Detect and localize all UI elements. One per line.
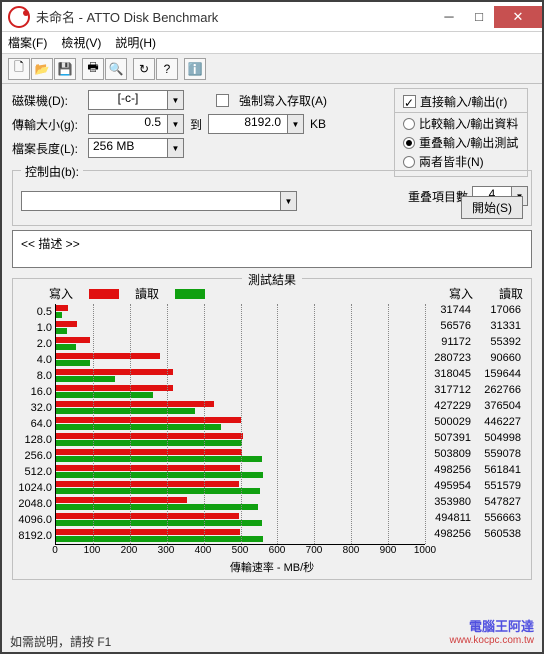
read-col-header: 讀取 bbox=[477, 285, 527, 302]
file-length-label: 檔案長度(L): bbox=[12, 140, 82, 157]
direct-io-checkbox[interactable]: ✓ bbox=[403, 95, 416, 108]
open-icon[interactable]: 📂 bbox=[31, 58, 53, 80]
read-swatch bbox=[175, 289, 205, 299]
y-axis-labels: 0.51.02.04.08.016.032.064.0128.0256.0512… bbox=[17, 304, 55, 545]
titlebar: 未命名 - ATTO Disk Benchmark ─ □ ✕ bbox=[2, 2, 542, 32]
compare-radio[interactable] bbox=[403, 118, 415, 130]
close-button[interactable]: ✕ bbox=[494, 6, 542, 28]
save-icon[interactable]: 💾 bbox=[54, 58, 76, 80]
watermark: 電腦王阿達 www.kocpc.com.tw bbox=[450, 616, 534, 646]
new-icon[interactable]: 🗋 bbox=[8, 58, 30, 80]
x-axis-labels: 01002003004005006007008009001000 bbox=[55, 545, 425, 559]
to-label: 到 bbox=[190, 116, 202, 133]
read-legend-label: 讀取 bbox=[135, 285, 159, 302]
menubar: 檔案(F) 檢視(V) 説明(H) bbox=[2, 32, 542, 54]
transfer-to-select[interactable]: 8192.0 bbox=[208, 114, 288, 134]
chevron-down-icon[interactable]: ▼ bbox=[168, 90, 184, 110]
drive-label: 磁碟機(D): bbox=[12, 92, 82, 109]
write-legend-label: 寫入 bbox=[49, 285, 73, 302]
control-select[interactable] bbox=[21, 191, 281, 211]
overlap-radio[interactable] bbox=[403, 137, 415, 149]
menu-help[interactable]: 説明(H) bbox=[115, 34, 156, 51]
write-swatch bbox=[89, 289, 119, 299]
about-icon[interactable]: ℹ️ bbox=[184, 58, 206, 80]
transfer-unit-label: KB bbox=[310, 117, 326, 131]
transfer-size-label: 傳輸大小(g): bbox=[12, 116, 82, 133]
results-title: 測試結果 bbox=[242, 271, 302, 288]
status-bar: 如需説明，請按 F1 bbox=[10, 633, 111, 650]
control-label: 控制由(b): bbox=[21, 163, 83, 180]
value-table: 3174417066565763133191172553922807239066… bbox=[425, 304, 527, 545]
menu-view[interactable]: 檢視(V) bbox=[61, 34, 101, 51]
maximize-button[interactable]: □ bbox=[464, 6, 494, 28]
control-group: 控制由(b): ▼ 開始(S) bbox=[12, 170, 532, 226]
chevron-down-icon[interactable]: ▼ bbox=[288, 114, 304, 134]
neither-label: 兩者皆非(N) bbox=[419, 153, 484, 170]
results-group: 測試結果 寫入 讀取 寫入 讀取 0.51.02.04.08.016.032.0… bbox=[12, 278, 532, 580]
io-options-group: ✓ 直接輸入/輸出(r) 比較輸入/輸出資料 重叠輸入/輸出測試 兩者皆非(N) bbox=[394, 88, 528, 177]
chevron-down-icon[interactable]: ▼ bbox=[281, 191, 297, 211]
toolbar: 🗋 📂 💾 🖶 🔍 ↻ ? ℹ️ bbox=[2, 54, 542, 84]
start-button[interactable]: 開始(S) bbox=[461, 196, 523, 219]
chart-bars bbox=[55, 304, 425, 545]
refresh-icon[interactable]: ↻ bbox=[133, 58, 155, 80]
help-icon[interactable]: ? bbox=[156, 58, 178, 80]
write-col-header: 寫入 bbox=[427, 285, 477, 302]
force-write-checkbox[interactable] bbox=[216, 94, 229, 107]
x-axis-title: 傳輸速率 - MB/秒 bbox=[17, 559, 527, 575]
chevron-down-icon[interactable]: ▼ bbox=[168, 114, 184, 134]
preview-icon[interactable]: 🔍 bbox=[105, 58, 127, 80]
app-icon bbox=[8, 6, 30, 28]
menu-file[interactable]: 檔案(F) bbox=[8, 34, 47, 51]
neither-radio[interactable] bbox=[403, 156, 415, 168]
chevron-down-icon[interactable]: ▼ bbox=[168, 138, 184, 158]
compare-label: 比較輸入/輸出資料 bbox=[419, 115, 518, 132]
minimize-button[interactable]: ─ bbox=[434, 6, 464, 28]
overlap-label: 重叠輸入/輸出測試 bbox=[419, 134, 518, 151]
transfer-from-select[interactable]: 0.5 bbox=[88, 114, 168, 134]
description-box[interactable]: << 描述 >> bbox=[12, 230, 532, 268]
drive-select[interactable]: [-c-] bbox=[88, 90, 168, 110]
file-length-select[interactable]: 256 MB bbox=[88, 138, 168, 158]
window-title: 未命名 - ATTO Disk Benchmark bbox=[36, 7, 434, 26]
direct-io-label: 直接輸入/輸出(r) bbox=[420, 93, 507, 110]
force-write-label: 強制寫入存取(A) bbox=[239, 92, 327, 109]
print-icon[interactable]: 🖶 bbox=[82, 58, 104, 80]
